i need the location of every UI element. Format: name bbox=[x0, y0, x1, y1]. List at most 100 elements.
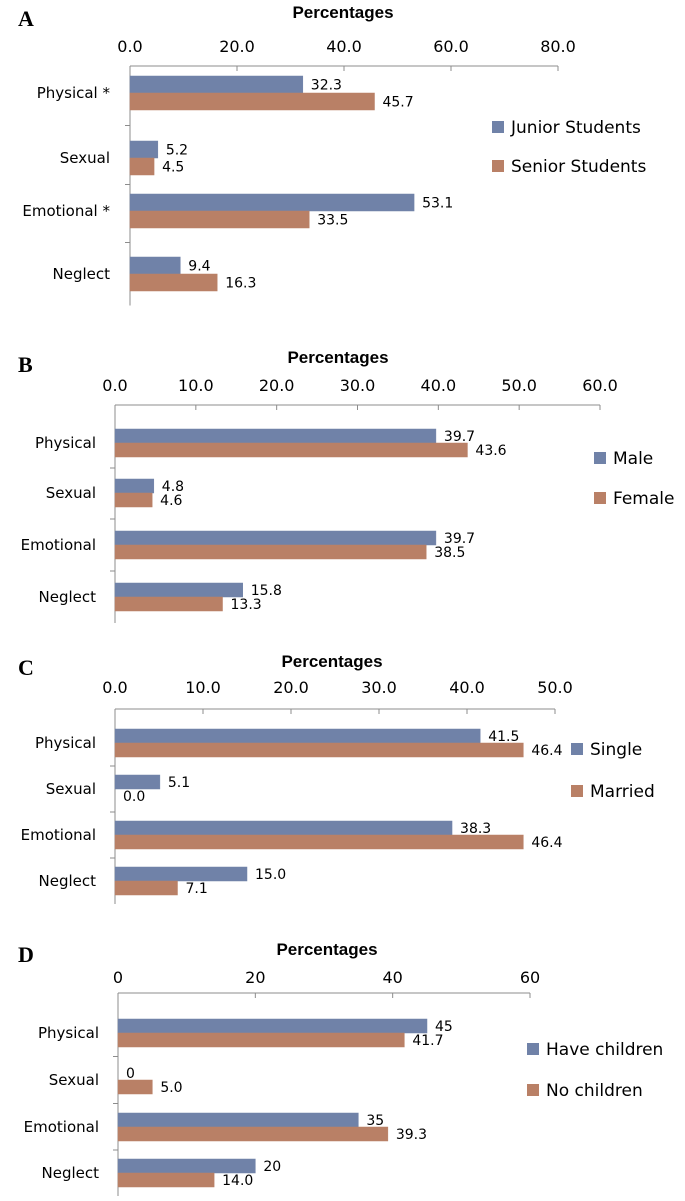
chartD-data-label: 41.7 bbox=[412, 1033, 443, 1049]
chartD-category-label: Emotional bbox=[24, 1118, 99, 1136]
chartB-data-label: 4.6 bbox=[160, 493, 182, 509]
chartB-bar-series1 bbox=[114, 582, 243, 598]
chartD-data-label: 20 bbox=[263, 1159, 281, 1175]
chartA-data-label: 33.5 bbox=[317, 213, 348, 229]
chartB-legend-label: Male bbox=[613, 449, 653, 469]
chartB-data-label: 39.7 bbox=[444, 531, 475, 547]
chartD-bar-series1 bbox=[117, 1158, 256, 1174]
chartC-bar-series1 bbox=[114, 728, 481, 744]
chartA-legend-swatch bbox=[492, 160, 504, 172]
chartA-bar-series1 bbox=[129, 193, 415, 212]
chartD-bar-series2 bbox=[117, 1032, 405, 1048]
chartA-tick-label: 40.0 bbox=[326, 37, 362, 56]
chartA-bar-series2 bbox=[129, 92, 375, 111]
chartA-data-label: 45.7 bbox=[382, 95, 413, 111]
chartB-bar-series2 bbox=[114, 544, 427, 560]
chartB-bar-series2 bbox=[114, 442, 468, 458]
chartA-tick-label: 60.0 bbox=[433, 37, 469, 56]
chartA-bar-series2 bbox=[129, 210, 310, 229]
chartA-tick-label: 0.0 bbox=[117, 37, 142, 56]
chartD-data-label: 35 bbox=[366, 1113, 384, 1129]
chartB-tick-label: 60.0 bbox=[582, 376, 618, 395]
chartB-panel-letter: B bbox=[18, 352, 33, 377]
chartB-data-label: 15.8 bbox=[251, 583, 282, 599]
chartB-bar-series1 bbox=[114, 478, 155, 494]
chartD-legend-swatch bbox=[527, 1043, 539, 1055]
chartC-tick-label: 50.0 bbox=[537, 678, 573, 697]
chartD-panel-letter: D bbox=[18, 942, 34, 967]
chartD-bar-series2 bbox=[117, 1172, 215, 1188]
chartC-data-label: 38.3 bbox=[460, 821, 491, 837]
chartA-data-label: 32.3 bbox=[311, 78, 342, 94]
chartD-tick-label: 60 bbox=[520, 968, 540, 987]
chartB-tick-label: 20.0 bbox=[259, 376, 295, 395]
chartA-legend-label: Senior Students bbox=[511, 157, 646, 177]
chartA-axis-title: Percentages bbox=[292, 3, 393, 22]
chartB-data-label: 38.5 bbox=[434, 545, 465, 561]
chartC-bar-series2 bbox=[114, 742, 524, 758]
chartC-bar-series2 bbox=[114, 834, 524, 850]
chartC-legend-label: Married bbox=[590, 782, 655, 802]
chartB-tick-label: 50.0 bbox=[501, 376, 537, 395]
chartC-tick-label: 20.0 bbox=[273, 678, 309, 697]
chartA-data-label: 53.1 bbox=[422, 196, 453, 212]
chartA-bar-series2 bbox=[129, 273, 218, 292]
chartA-bar-series2 bbox=[129, 157, 155, 176]
chartB-tick-label: 30.0 bbox=[340, 376, 376, 395]
chartD-bar-series1 bbox=[117, 1018, 428, 1034]
chartC-panel-letter: C bbox=[18, 655, 34, 680]
chartD-data-label: 0 bbox=[126, 1066, 135, 1082]
chartC-data-label: 41.5 bbox=[488, 729, 519, 745]
chartA-bar-series1 bbox=[129, 256, 181, 275]
chartC-bar-series1 bbox=[114, 866, 248, 882]
chartA-category-label: Neglect bbox=[53, 265, 111, 283]
chartD-data-label: 39.3 bbox=[396, 1127, 427, 1143]
chartD-legend-label: Have children bbox=[546, 1040, 663, 1060]
chartD-tick-label: 0 bbox=[113, 968, 123, 987]
chartB-tick-label: 0.0 bbox=[102, 376, 127, 395]
chartD-category-label: Neglect bbox=[42, 1164, 100, 1182]
chartD-category-label: Sexual bbox=[49, 1071, 99, 1089]
chartA-legend-swatch bbox=[492, 121, 504, 133]
chartB-bar-series2 bbox=[114, 596, 223, 612]
chartC-legend-label: Single bbox=[590, 740, 642, 760]
chartC-bar-series1 bbox=[114, 774, 161, 790]
chartC-data-label: 46.4 bbox=[531, 743, 562, 759]
chartB-category-label: Neglect bbox=[39, 588, 97, 606]
chartC-data-label: 0.0 bbox=[123, 789, 145, 805]
chartB-data-label: 43.6 bbox=[475, 443, 506, 459]
chartD-legend-swatch bbox=[527, 1084, 539, 1096]
chartB-legend-label: Female bbox=[613, 489, 674, 509]
chartC-data-label: 7.1 bbox=[185, 881, 207, 897]
chartC-category-label: Emotional bbox=[21, 826, 96, 844]
chartC-category-label: Physical bbox=[35, 734, 96, 752]
chartB-bar-series2 bbox=[114, 492, 153, 508]
chartB-category-label: Physical bbox=[35, 434, 96, 452]
chartD-tick-label: 20 bbox=[245, 968, 265, 987]
chartD-data-label: 14.0 bbox=[222, 1173, 253, 1189]
chartA-panel-letter: A bbox=[18, 6, 34, 31]
chartA-category-label: Physical * bbox=[37, 84, 111, 102]
chartA-bar-series1 bbox=[129, 140, 159, 159]
chartA-data-label: 16.3 bbox=[225, 276, 256, 292]
chartC-tick-label: 30.0 bbox=[361, 678, 397, 697]
chartD-bar-series2 bbox=[117, 1126, 389, 1142]
chartB-bar-series1 bbox=[114, 530, 437, 546]
chartD-tick-label: 40 bbox=[382, 968, 402, 987]
chartC-category-label: Neglect bbox=[39, 872, 97, 890]
chartB-bar-series1 bbox=[114, 428, 437, 444]
chartD-bar-series2 bbox=[117, 1079, 153, 1095]
chartA-category-label: Emotional * bbox=[22, 202, 110, 220]
chartC-category-label: Sexual bbox=[46, 780, 96, 798]
chartB-data-label: 4.8 bbox=[162, 479, 184, 495]
chartB-data-label: 13.3 bbox=[231, 597, 262, 613]
chartB-legend-swatch bbox=[594, 492, 606, 504]
chartC-tick-label: 40.0 bbox=[449, 678, 485, 697]
chartB-legend-swatch bbox=[594, 452, 606, 464]
chartA-bar-series1 bbox=[129, 75, 304, 94]
chartC-data-label: 15.0 bbox=[255, 867, 286, 883]
chartD-data-label: 5.0 bbox=[160, 1080, 182, 1096]
chartA-data-label: 9.4 bbox=[188, 259, 210, 275]
chartC-axis-title: Percentages bbox=[281, 652, 382, 671]
